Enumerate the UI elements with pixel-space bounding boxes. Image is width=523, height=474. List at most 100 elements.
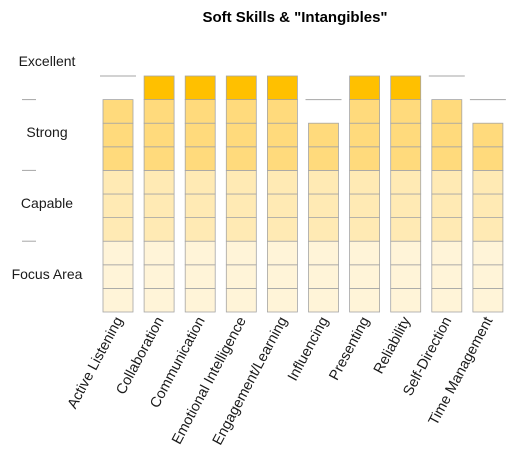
bar-segment (225, 287, 257, 313)
bar-segment (472, 264, 504, 289)
bar-segment (390, 287, 422, 313)
bar-segment (390, 217, 422, 242)
y-level-label: Excellent (19, 53, 76, 69)
bar-segment (184, 217, 216, 242)
bar (266, 75, 298, 313)
bar-segment (308, 217, 339, 242)
bar-segment (266, 264, 298, 289)
x-tick-label: Engagement/Learning (210, 314, 291, 448)
bar-segment (266, 75, 298, 101)
bar-segment (431, 99, 463, 124)
bar-segment (102, 264, 134, 289)
bar-segment (349, 99, 381, 124)
bar-segment (143, 146, 175, 171)
bar-segment (184, 264, 216, 289)
bar-segment (349, 146, 381, 171)
bar-segment (184, 99, 216, 124)
bar (184, 75, 216, 313)
bar-segment (102, 240, 134, 266)
bar-segment (472, 287, 504, 313)
bar-segment (390, 99, 422, 124)
bar-segment (349, 217, 381, 242)
bar-segment (349, 169, 381, 195)
bar (225, 75, 257, 313)
bar-segment (266, 217, 298, 242)
bar-segment (184, 146, 216, 171)
bar-segment (184, 287, 216, 313)
bar-segment (308, 240, 339, 266)
bar-segment (431, 264, 463, 289)
bar-segment (102, 287, 134, 313)
x-tick-label: Reliability (371, 314, 415, 377)
bar-segment (472, 169, 504, 195)
y-level-labels: Focus Area Capable Strong Excellent (12, 53, 83, 282)
x-tick-labels: Active ListeningCollaborationCommunicati… (65, 314, 497, 448)
bar-segment (266, 287, 298, 313)
bar (305, 99, 342, 313)
bar-segment (143, 240, 175, 266)
x-tick-label: Influencing (285, 314, 332, 383)
bar-segment (143, 99, 175, 124)
bar-segment (102, 217, 134, 242)
bar-segment (102, 169, 134, 195)
bar-segment (390, 240, 422, 266)
bar-segment (266, 99, 298, 124)
bar-segment (390, 169, 422, 195)
bar-segment (349, 193, 381, 219)
y-level-label: Strong (26, 124, 67, 140)
bar-segment (266, 146, 298, 171)
bar-segment (472, 122, 504, 148)
bar-segment (225, 240, 257, 266)
bar-segment (143, 122, 175, 148)
bar-segment (431, 146, 463, 171)
bar (390, 75, 422, 313)
bar-segment (390, 122, 422, 148)
bar-segment (225, 217, 257, 242)
bar-segment (143, 287, 175, 313)
bar-segment (266, 122, 298, 148)
bar-segment (349, 240, 381, 266)
bar-segment (184, 240, 216, 266)
bar-segment (143, 217, 175, 242)
y-level-label: Focus Area (12, 266, 83, 282)
bar-segment (143, 75, 175, 101)
bar-segment (390, 193, 422, 219)
x-tick-label: Presenting (326, 314, 373, 383)
bar-segment (308, 264, 339, 289)
bar-segment (102, 193, 134, 219)
bar-segment (102, 146, 134, 171)
bar-segment (225, 193, 257, 219)
bar-segment (225, 169, 257, 195)
bar-segment (225, 264, 257, 289)
x-tick-label: Active Listening (65, 314, 127, 411)
bar-segment (184, 75, 216, 101)
bar-segment (349, 75, 381, 101)
bar (100, 75, 136, 313)
bar-segment (349, 264, 381, 289)
bar-segment (390, 75, 422, 101)
bar-segment (143, 193, 175, 219)
bar-segment (143, 169, 175, 195)
bar-segment (472, 240, 504, 266)
bar (349, 75, 381, 313)
bar-segment (431, 217, 463, 242)
bar-segment (431, 240, 463, 266)
y-level-ticks (22, 99, 36, 242)
bar (469, 99, 506, 313)
bar-segment (472, 217, 504, 242)
bar-segment (266, 193, 298, 219)
bar-segment (349, 287, 381, 313)
bar-segment (472, 146, 504, 171)
bar-segment (225, 146, 257, 171)
bar-segment (225, 75, 257, 101)
chart-title: Soft Skills & "Intangibles" (202, 9, 387, 26)
bar-segment (308, 169, 339, 195)
bar-segment (308, 122, 339, 148)
bars-group (100, 75, 506, 313)
bar-segment (349, 122, 381, 148)
bar-segment (308, 193, 339, 219)
bar (428, 75, 465, 313)
bar-segment (184, 169, 216, 195)
bar (143, 75, 175, 313)
